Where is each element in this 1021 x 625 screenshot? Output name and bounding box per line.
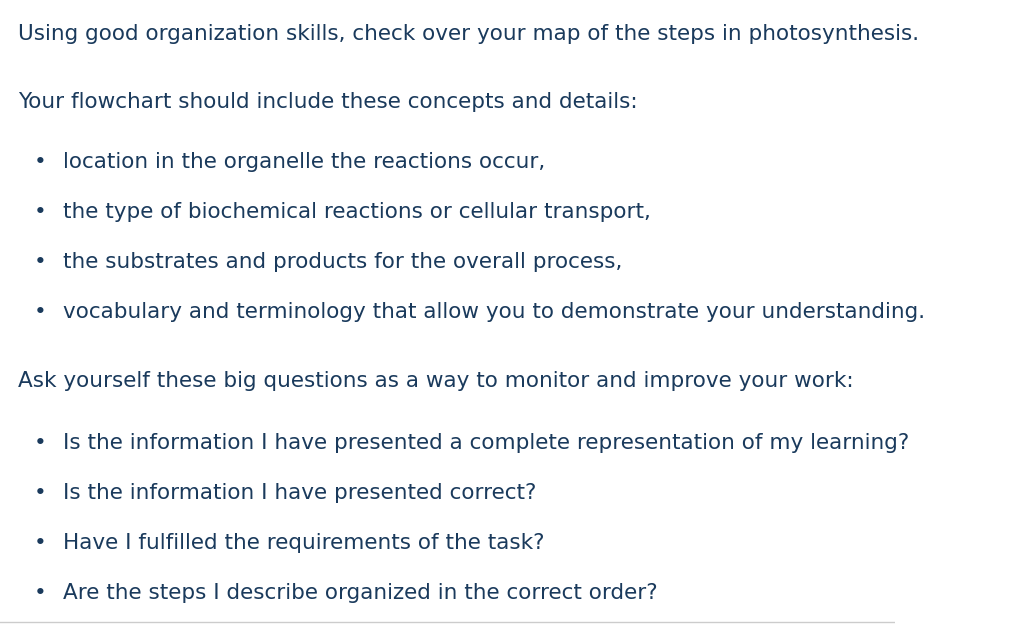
Text: •: • — [34, 583, 47, 603]
Text: •: • — [34, 202, 47, 222]
Text: Ask yourself these big questions as a way to monitor and improve your work:: Ask yourself these big questions as a wa… — [18, 371, 854, 391]
Text: •: • — [34, 302, 47, 322]
Text: •: • — [34, 252, 47, 272]
Text: Have I fulfilled the requirements of the task?: Have I fulfilled the requirements of the… — [62, 533, 544, 553]
Text: •: • — [34, 152, 47, 172]
Text: •: • — [34, 433, 47, 453]
Text: the substrates and products for the overall process,: the substrates and products for the over… — [62, 252, 622, 272]
Text: Is the information I have presented a complete representation of my learning?: Is the information I have presented a co… — [62, 433, 909, 453]
Text: vocabulary and terminology that allow you to demonstrate your understanding.: vocabulary and terminology that allow yo… — [62, 302, 925, 322]
Text: •: • — [34, 483, 47, 503]
Text: •: • — [34, 533, 47, 553]
Text: Using good organization skills, check over your map of the steps in photosynthes: Using good organization skills, check ov… — [18, 24, 919, 44]
Text: location in the organelle the reactions occur,: location in the organelle the reactions … — [62, 152, 545, 172]
Text: the type of biochemical reactions or cellular transport,: the type of biochemical reactions or cel… — [62, 202, 650, 222]
Text: Your flowchart should include these concepts and details:: Your flowchart should include these conc… — [18, 92, 637, 112]
Text: Are the steps I describe organized in the correct order?: Are the steps I describe organized in th… — [62, 583, 658, 603]
Text: Is the information I have presented correct?: Is the information I have presented corr… — [62, 483, 536, 503]
